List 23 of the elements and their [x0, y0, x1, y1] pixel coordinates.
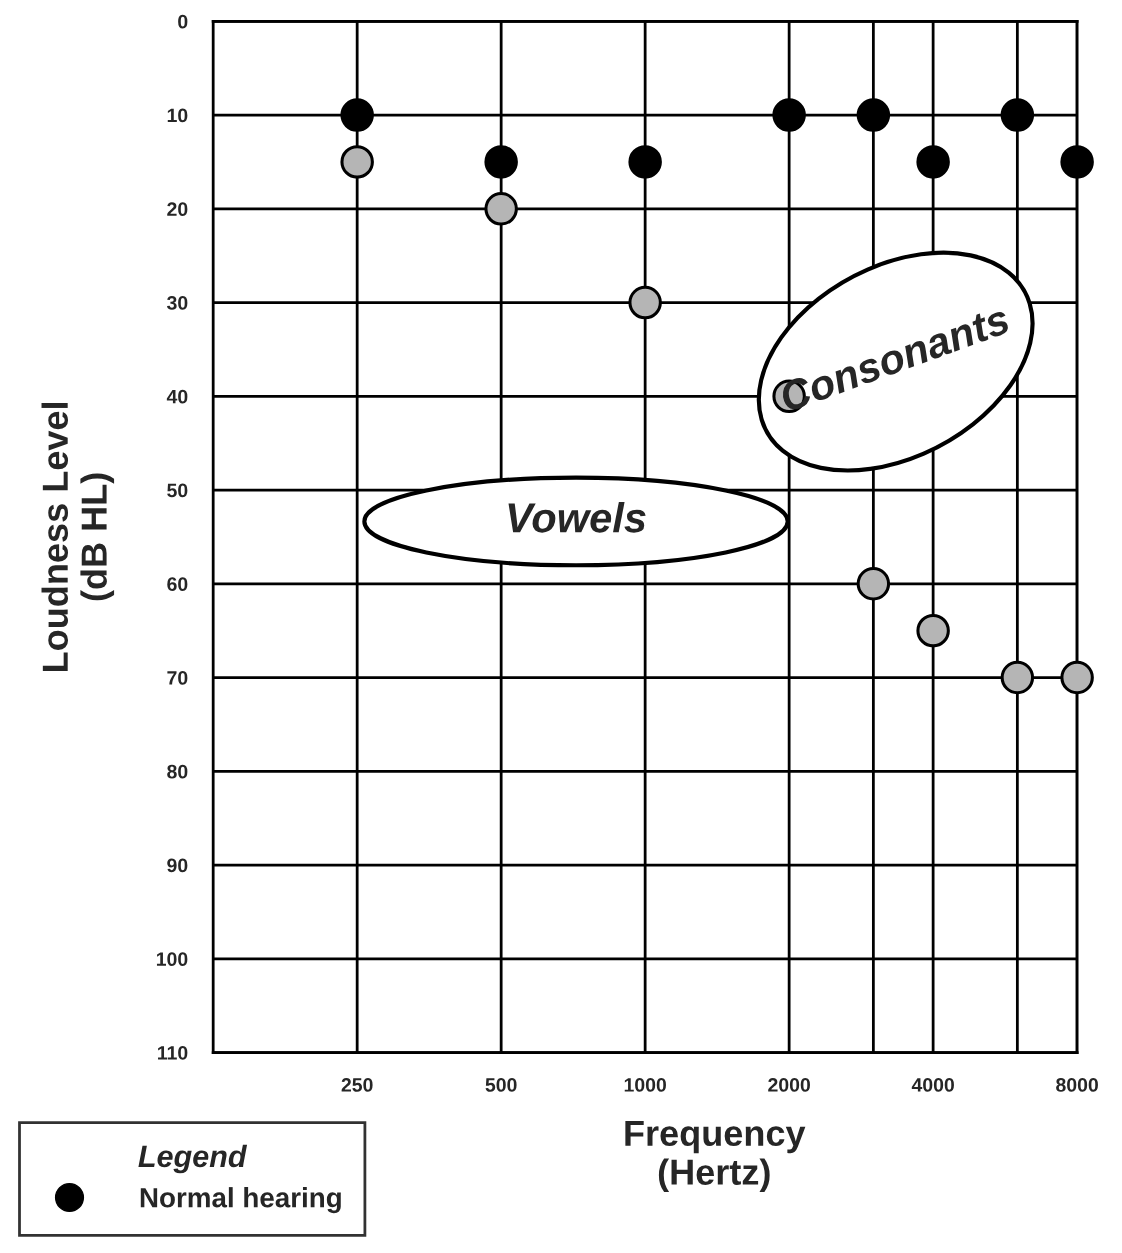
x-tick-label: 2000	[768, 1078, 810, 1092]
y-tick-label: 110	[158, 1045, 188, 1060]
y-tick-label: 70	[167, 671, 188, 685]
y-tick-label: 40	[166, 389, 188, 404]
annotation: Vowels	[508, 502, 646, 533]
y-tick-label: 10	[167, 108, 188, 123]
y-tick-label: 0	[178, 14, 188, 29]
y-axis-title: Loudness Level (dB HL)	[41, 403, 115, 671]
legend-label: Normal hearing	[140, 1187, 341, 1214]
x-tick-label: 8000	[1056, 1078, 1098, 1092]
y-tick-label: 30	[167, 296, 188, 310]
x-tick-label: 250	[341, 1078, 373, 1092]
x-tick-label: 1000	[624, 1078, 666, 1092]
x-axis-title: Frequency (Hertz)	[625, 1120, 806, 1193]
y-tick-label: 60	[167, 577, 188, 592]
legend-title: Legend	[138, 1144, 248, 1174]
x-tick-label: 500	[485, 1078, 517, 1092]
y-tick-label: 50	[167, 483, 188, 498]
y-tick-label: 90	[167, 858, 188, 873]
y-tick-label: 80	[167, 764, 188, 779]
y-tick-label: 20	[167, 202, 188, 217]
x-tick-label: 4000	[911, 1078, 954, 1092]
y-tick-label: 100	[156, 952, 188, 967]
